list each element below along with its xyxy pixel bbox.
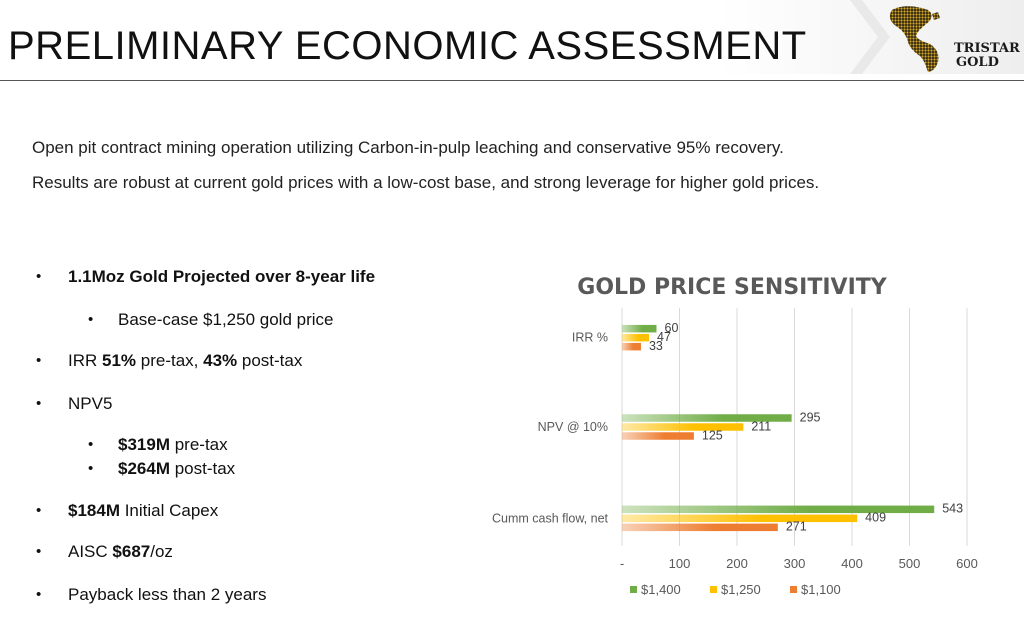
capex-label: Initial Capex [119, 501, 219, 520]
header-divider [0, 80, 1024, 81]
bar [622, 514, 858, 523]
irr-label: IRR [68, 351, 102, 370]
data-label: 543 [942, 502, 963, 516]
irr-post-tax-value: 43% [203, 351, 238, 370]
logo-text: TRISTAR GOLD [954, 42, 1020, 70]
bullet-aisc: AISC $687/oz [68, 542, 173, 562]
intro-text: Open pit contract mining operation utili… [32, 130, 819, 200]
irr-post-tax-label: post-tax [237, 351, 303, 370]
intro-line-1: Open pit contract mining operation utili… [32, 138, 784, 157]
intro-line-2: Results are robust at current gold price… [32, 173, 820, 192]
bullet-dot: • [88, 436, 94, 453]
gold-price-sensitivity-chart: GOLD PRICE SENSITIVITY - 100 200 300 400 500 60… [492, 275, 978, 597]
bar [622, 423, 744, 431]
sub-bullet-base-case: Base-case $1,250 gold price [118, 310, 334, 329]
bullet-dot: • [36, 352, 42, 369]
bullet-capex: $184M Initial Capex [68, 501, 218, 521]
x-tick-label: 600 [956, 556, 978, 571]
logo-text-line1: TRISTAR [954, 41, 1020, 56]
legend-swatch [710, 586, 717, 593]
slide-header: PRELIMINARY ECONOMIC ASSESSMENT TRISTAR … [0, 0, 1024, 82]
bar [622, 333, 650, 342]
bullet-dot: • [88, 311, 94, 328]
category-label: Cumm cash flow, net [492, 511, 609, 525]
header-chevron [850, 0, 890, 74]
npv-post-tax-label: post-tax [169, 459, 236, 478]
logo-text-line2: GOLD [956, 55, 999, 70]
aisc-unit: /oz [150, 542, 173, 561]
bullet-dot: • [36, 543, 42, 560]
data-label: 295 [800, 410, 821, 424]
data-label: 60 [665, 321, 679, 335]
bar [622, 414, 792, 422]
bullet-payback: Payback less than 2 years [68, 585, 267, 604]
data-label: 211 [751, 419, 771, 433]
npv-post-tax-value: $264M [118, 459, 170, 478]
category-label: NPV @ 10% [538, 420, 608, 434]
legend-label: $1,250 [721, 582, 761, 597]
data-label: 33 [649, 339, 663, 353]
irr-pre-tax-value: 51% [102, 351, 137, 370]
x-tick-label: 200 [726, 556, 748, 571]
x-tick-label: - [620, 556, 624, 571]
bar [622, 523, 778, 532]
legend-label: $1,100 [801, 582, 841, 597]
x-tick-label: 500 [899, 556, 921, 571]
capex-value: $184M [68, 501, 120, 520]
npv-pre-tax-value: $319M [118, 435, 170, 454]
irr-pre-tax-label: pre-tax, [136, 351, 204, 370]
sub-bullet-npv-post-tax: $264M post-tax [118, 459, 235, 479]
x-tick-label: 100 [669, 556, 691, 571]
x-tick-label: 400 [841, 556, 863, 571]
bullet-dot: • [36, 395, 42, 412]
sub-bullet-npv-pre-tax: $319M pre-tax [118, 435, 228, 455]
category-label: IRR % [572, 331, 608, 345]
legend-label: $1,400 [641, 582, 681, 597]
bullet-dot: • [36, 502, 42, 519]
bullet-dot: • [88, 460, 94, 477]
bar [622, 342, 641, 351]
chart-title: GOLD PRICE SENSITIVITY [577, 275, 888, 300]
data-label: 271 [786, 520, 807, 534]
tristar-gold-logo [889, 6, 940, 72]
bullet-gold-projection: 1.1Moz Gold Projected over 8-year life [68, 267, 375, 287]
header-band [0, 0, 1024, 74]
bar [622, 432, 694, 440]
bar [622, 505, 935, 514]
x-tick-label: 300 [784, 556, 806, 571]
npv-pre-tax-label: pre-tax [169, 435, 228, 454]
legend-swatch [790, 586, 797, 593]
bullet-npv: NPV5 [68, 394, 113, 413]
legend-swatch [630, 586, 637, 593]
data-label: 409 [865, 511, 886, 525]
aisc-value: $687 [112, 542, 151, 561]
bar [622, 324, 657, 333]
bullet-gold-projection-text: 1.1Moz Gold Projected over 8-year life [68, 267, 376, 286]
aisc-label: AISC [68, 542, 113, 561]
bullet-irr: IRR 51% pre-tax, 43% post-tax [68, 351, 302, 371]
page-title: PRELIMINARY ECONOMIC ASSESSMENT [8, 24, 807, 68]
data-label: 125 [702, 428, 723, 442]
bullet-dot: • [36, 268, 42, 285]
data-label: 47 [657, 330, 671, 344]
bullet-dot: • [36, 586, 42, 603]
